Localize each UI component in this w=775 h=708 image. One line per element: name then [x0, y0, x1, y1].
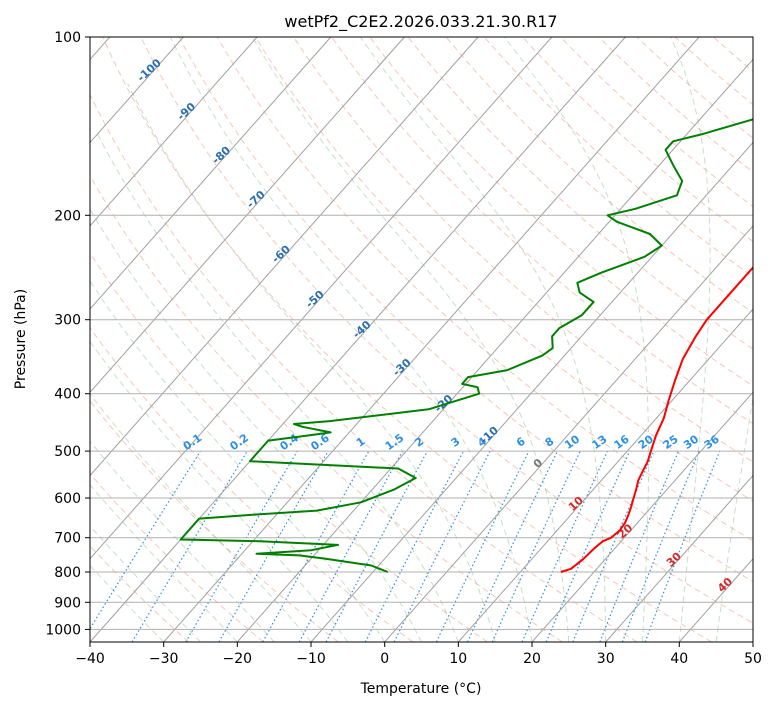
isobars	[90, 37, 753, 630]
dry-adiabat-line	[102, 37, 712, 642]
mixing-ratio-line	[599, 450, 680, 642]
mixing-ratio-line	[393, 450, 491, 642]
moist-adiabat-line	[90, 440, 275, 642]
mixing-ratio-line	[644, 450, 721, 642]
x-tick-label: −30	[149, 651, 179, 667]
isotherm-line	[605, 474, 753, 642]
y-tick-label: 800	[54, 565, 81, 581]
dry-adiabats	[90, 37, 753, 642]
moist-adiabat-line	[90, 340, 349, 642]
y-tick-label: 600	[54, 491, 81, 507]
mixing-ratio-line	[621, 450, 700, 642]
x-tick-label: 50	[744, 651, 762, 667]
moist-adiabat-line	[127, 83, 496, 642]
moist-adiabat-line	[169, 37, 533, 642]
mixing-ratio-lines	[90, 450, 721, 642]
isotherm-line	[90, 37, 332, 310]
isotherm-line	[90, 37, 405, 394]
x-tick-label: 0	[380, 651, 389, 667]
y-tick-label: 100	[54, 30, 81, 46]
mixing-ratio-line	[545, 450, 631, 642]
x-tick-label: −40	[75, 651, 105, 667]
moist-adiabat-line	[670, 37, 711, 642]
isotherm-line	[90, 37, 479, 477]
dry-adiabat-line	[90, 174, 563, 642]
x-tick-label: 30	[597, 651, 615, 667]
plot-area: 0.1 0.2 0.4 0.6 1 1.5 2 3 4 6 8 10 13 16 20 25 30 36-100-…	[90, 37, 753, 642]
x-tick-label: 40	[670, 651, 688, 667]
dry-adiabat-line	[90, 400, 339, 642]
sounding-profiles	[179, 118, 753, 573]
axes: −40 −30 −20 −10 0 10 20 30 40 50 100 200 300 400 500 60…	[45, 30, 762, 667]
isotherm-line	[384, 225, 753, 642]
mixing-ratio-line	[521, 450, 609, 642]
isotherm-line	[90, 37, 258, 227]
y-tick-label: 200	[54, 208, 81, 224]
dewpoint-profile-line	[179, 118, 753, 573]
isotherm-line	[310, 141, 753, 642]
y-tick-label: 700	[54, 531, 81, 547]
dry-adiabat-line	[90, 93, 638, 642]
dry-adiabat-line	[90, 472, 264, 642]
x-tick-label: 20	[523, 651, 541, 667]
isotherm-line	[90, 37, 626, 642]
moist-adiabat-line	[503, 37, 650, 642]
y-tick-label: 1000	[45, 622, 81, 638]
moist-adiabat-line	[90, 208, 422, 642]
y-tick-label: 500	[54, 444, 81, 460]
dry-adiabat-line	[90, 545, 190, 642]
dry-adiabat-line	[445, 37, 753, 314]
y-axis-label: Pressure (hPa)	[13, 289, 29, 389]
moist-adiabat-line	[715, 394, 753, 642]
y-tick-label: 400	[54, 387, 81, 403]
moist-adiabat-line	[251, 37, 570, 642]
moist-adiabat-line	[90, 564, 165, 642]
moist-adiabat-line	[90, 393, 312, 642]
x-tick-label: 10	[449, 651, 467, 667]
dry-adiabat-line	[90, 326, 414, 642]
x-tick-label: −20	[223, 651, 253, 667]
plot-frame	[89, 36, 754, 643]
dry-adiabat-line	[216, 37, 753, 542]
mixing-ratio-line	[298, 450, 404, 642]
x-axis-label: Temperature (°C)	[360, 681, 482, 697]
y-tick-label: 300	[54, 313, 81, 329]
moist-adiabat-line	[359, 37, 607, 642]
dry-adiabat-line	[90, 252, 488, 642]
mixing-ratio-line	[262, 450, 370, 642]
dry-adiabat-line	[254, 37, 753, 502]
isotherm-line	[457, 308, 753, 642]
isotherm-line	[90, 37, 184, 144]
dry-adiabat-line	[407, 37, 753, 350]
chart-title: wetPf2_C2E2.2026.033.21.30.R17	[284, 12, 557, 32]
moist-adiabat-line	[90, 280, 386, 642]
y-tick-label: 900	[54, 595, 81, 611]
isotherm-line	[90, 37, 553, 560]
isotherm-line	[531, 391, 753, 642]
dry-adiabat-line	[178, 37, 753, 583]
temperature-profile-line	[560, 266, 753, 573]
x-tick-label: −10	[296, 651, 326, 667]
dry-adiabat-line	[369, 37, 753, 387]
